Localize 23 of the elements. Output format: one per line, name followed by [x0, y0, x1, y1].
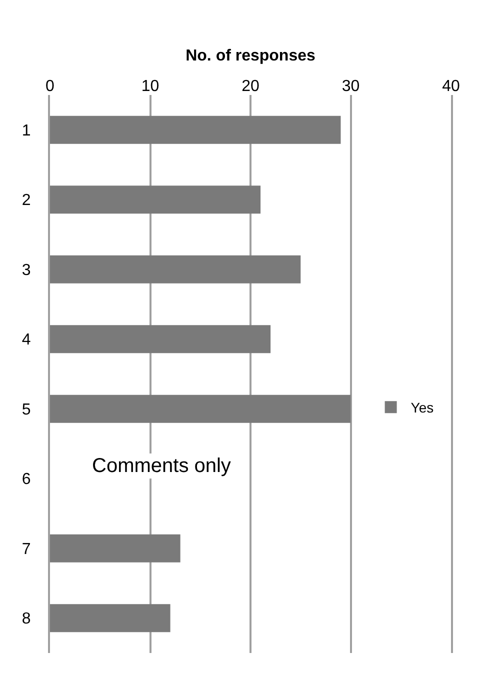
y-tick-label: 2: [22, 192, 31, 210]
bar: [50, 186, 261, 214]
x-tick-label: 40: [442, 78, 460, 95]
x-tick-label: 20: [242, 78, 260, 95]
bar: [50, 394, 351, 423]
y-tick-label: 8: [22, 610, 31, 628]
x-axis-title: No. of responses: [186, 48, 316, 65]
y-tick-label: 7: [22, 540, 31, 558]
y-tick-label: 6: [22, 471, 31, 488]
bar: [50, 534, 180, 562]
bar: [50, 325, 271, 354]
legend-label: Yes: [410, 400, 434, 416]
y-tick-label: 3: [22, 262, 31, 279]
y-tick-label: 4: [22, 332, 31, 349]
annotation: Comments only: [92, 455, 231, 477]
bar: [50, 116, 341, 144]
x-tick-label: 30: [342, 78, 360, 95]
y-tick-label: 5: [22, 401, 31, 418]
bar: [50, 255, 301, 284]
bar: [50, 604, 170, 632]
x-tick-label: 0: [46, 78, 55, 95]
y-tick-label: 1: [22, 122, 31, 140]
x-tick-label: 10: [141, 78, 160, 95]
